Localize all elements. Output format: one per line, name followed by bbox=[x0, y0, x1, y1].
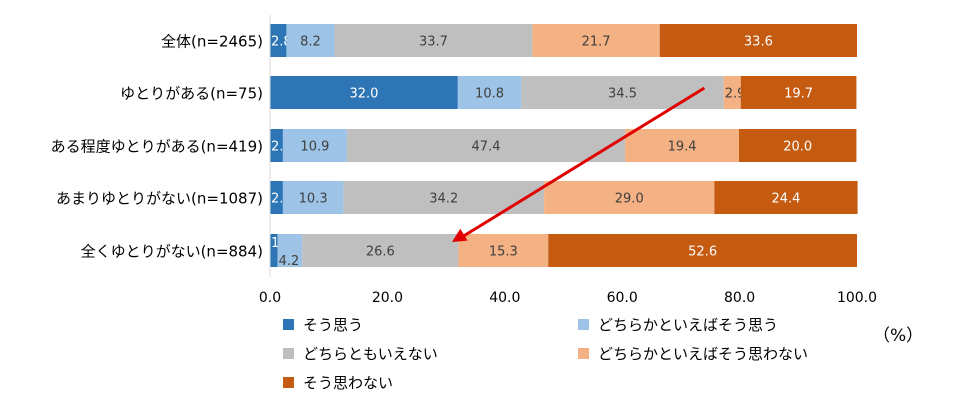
arrow-shaft bbox=[461, 86, 706, 239]
data-label: 10.9 bbox=[300, 140, 329, 155]
bar-segment bbox=[334, 24, 533, 57]
bar-segment bbox=[659, 24, 857, 57]
data-label: 47.4 bbox=[472, 140, 501, 155]
data-label: 32.0 bbox=[349, 87, 378, 102]
category-label: 全体(n=2465) bbox=[161, 33, 263, 51]
trend-arrow bbox=[451, 86, 706, 242]
data-label: 19.4 bbox=[668, 140, 697, 155]
bar-segment bbox=[270, 234, 278, 267]
data-label: 20.0 bbox=[783, 140, 812, 155]
data-label: 34.2 bbox=[429, 192, 458, 207]
legend-swatch bbox=[283, 377, 294, 388]
category-label: ある程度ゆとりがある(n=419) bbox=[51, 138, 263, 156]
category-label: 全くゆとりがない(n=884) bbox=[81, 243, 263, 261]
data-label: 33.7 bbox=[419, 35, 448, 50]
data-label: 15.3 bbox=[489, 245, 518, 260]
bar-segment bbox=[739, 129, 857, 162]
data-label: 2.9 bbox=[725, 87, 746, 102]
x-tick-label: 0.0 bbox=[259, 290, 281, 306]
bar-segment bbox=[270, 181, 283, 214]
x-tick-label: 20.0 bbox=[372, 290, 403, 306]
bar-segment bbox=[521, 76, 724, 109]
legend-swatch bbox=[578, 348, 589, 359]
bar-segment bbox=[270, 24, 287, 57]
bar-segment bbox=[458, 234, 549, 267]
data-label: 10.3 bbox=[299, 192, 328, 207]
legend-label: どちらかといえばそう思わない bbox=[598, 345, 808, 363]
legend-label: どちらともいえない bbox=[303, 345, 438, 363]
arrow-head bbox=[451, 228, 468, 242]
bar-segment bbox=[346, 129, 626, 162]
bar-segment bbox=[544, 181, 715, 214]
data-label: 4.2 bbox=[279, 254, 300, 269]
bar-segment bbox=[270, 129, 283, 162]
bar-segment bbox=[277, 234, 303, 267]
bar-segment bbox=[286, 24, 335, 57]
legend-label: そう思う bbox=[303, 316, 363, 334]
data-label: 26.6 bbox=[366, 245, 395, 260]
bar-segment bbox=[532, 24, 660, 57]
data-label: 21.7 bbox=[582, 35, 611, 50]
category-label: ゆとりがある(n=75) bbox=[120, 85, 263, 103]
bar-segment bbox=[740, 76, 857, 109]
bar-segment bbox=[282, 129, 347, 162]
category-labels: 全体(n=2465) ゆとりがある(n=75) ある程度ゆとりがある(n=419) あ… bbox=[51, 33, 263, 261]
legend-label: どちらかといえばそう思う bbox=[598, 316, 778, 334]
category-label: あまりゆとりがない(n=1087) bbox=[56, 190, 263, 208]
bar-segment bbox=[302, 234, 459, 267]
bar-segment bbox=[625, 129, 740, 162]
bar-segment bbox=[723, 76, 741, 109]
bar-segment bbox=[282, 181, 344, 214]
bar-segment bbox=[548, 234, 857, 267]
x-tick-label: 100.0 bbox=[837, 290, 877, 306]
data-label: 34.5 bbox=[608, 87, 637, 102]
data-label: 19.7 bbox=[784, 87, 813, 102]
x-tick-label: 80.0 bbox=[724, 290, 755, 306]
bar-segment bbox=[270, 76, 458, 109]
bar-segment bbox=[714, 181, 858, 214]
legend-swatch bbox=[283, 348, 294, 359]
x-axis: 0.0 20.0 40.0 60.0 80.0 100.0 bbox=[259, 15, 877, 306]
legend-swatch bbox=[578, 319, 589, 330]
bars-layer: 2.8 8.2 33.7 21.7 33.632.0 10.8 34.5 2.9 19.72.2… bbox=[270, 24, 858, 269]
x-tick-label: 40.0 bbox=[489, 290, 520, 306]
data-label: 52.6 bbox=[688, 245, 717, 260]
data-label: 33.6 bbox=[744, 35, 773, 50]
data-label: 8.2 bbox=[300, 35, 321, 50]
data-label: 10.8 bbox=[475, 87, 504, 102]
x-tick-label: 60.0 bbox=[607, 290, 638, 306]
legend-label: そう思わない bbox=[303, 374, 393, 392]
bar-segment bbox=[457, 76, 522, 109]
data-label: 29.0 bbox=[615, 192, 644, 207]
unit-label: （%） bbox=[873, 326, 923, 346]
legend-swatch bbox=[283, 319, 294, 330]
data-label: 24.4 bbox=[771, 192, 800, 207]
